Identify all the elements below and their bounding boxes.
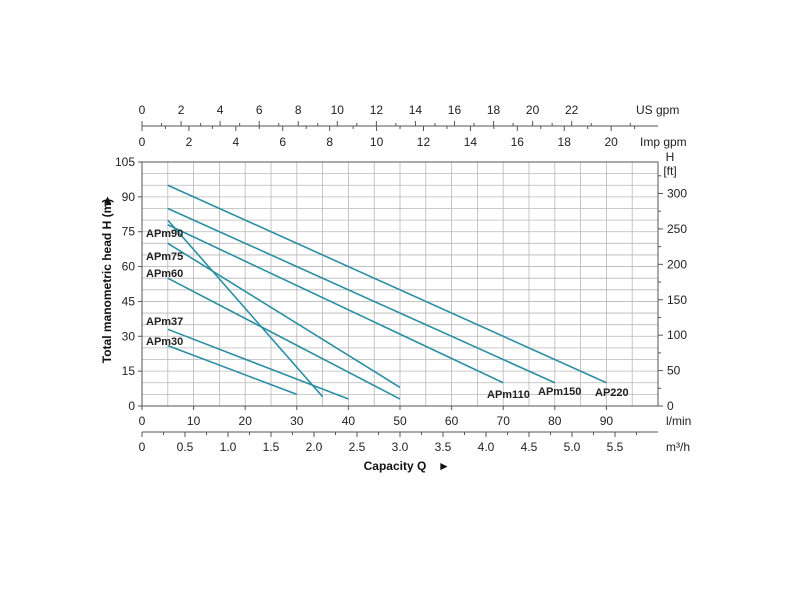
y-tick-label: 60 [122,260,136,274]
series-label-apm90: APm90 [146,228,183,240]
us-gpm-tick-label: 2 [178,103,185,117]
m3h-tick-label: 1.0 [220,440,237,454]
m3h-tick-label: 0.5 [177,440,194,454]
y-tick-label: 45 [122,294,136,308]
m3h-tick-label: 0 [139,440,146,454]
x-tick-label: 70 [497,414,511,428]
series-label-apm150: APm150 [538,386,581,398]
x-tick-label: 80 [548,414,562,428]
m3h-tick-label: 5.5 [607,440,624,454]
x-tick-label: 90 [600,414,614,428]
us-gpm-tick-label: 8 [295,103,302,117]
x-tick-label: 40 [342,414,356,428]
us-gpm-tick-label: 20 [526,103,540,117]
m3h-tick-label: 2.5 [349,440,366,454]
x-tick-label: 30 [290,414,304,428]
imp-gpm-tick-label: 6 [279,135,286,149]
imp-gpm-tick-label: 14 [464,135,478,149]
us-gpm-unit-label: US gpm [636,103,679,117]
m3h-unit-label: m³/h [666,440,690,454]
m3h-tick-label: 3.0 [392,440,409,454]
curve-apm75 [167,242,401,389]
curve-apm110 [167,224,504,384]
y-tick-label: 90 [122,190,136,204]
series-labels: APm30 APm37 APm60 APm75 APm90 APm110 APm150 AP2… [146,228,629,401]
imp-gpm-tick-label: 2 [186,135,193,149]
us-gpm-tick-label: 6 [256,103,263,117]
us-gpm-tick-label: 16 [448,103,462,117]
us-gpm-tick-label: 14 [409,103,423,117]
x-tick-label: 20 [239,414,253,428]
m3h-tick-label: 3.5 [435,440,452,454]
performance-curves [167,184,607,400]
imp-gpm-tick-label: 20 [604,135,618,149]
y-tick-label: 0 [128,399,135,413]
m3h-tick-label: 2.0 [306,440,323,454]
x-tick-label: 0 [139,414,146,428]
x-tick-label: 50 [393,414,407,428]
curve-apm90 [167,219,324,398]
ft-tick-label: 0 [667,399,674,413]
x-tick-label: 60 [445,414,459,428]
y-axis-arrow-icon: ► [100,194,114,206]
series-label-apm110: APm110 [487,389,530,401]
series-label-apm75: APm75 [146,251,183,263]
series-label-apm60: APm60 [146,268,183,280]
grid [142,162,658,406]
y-axis-title: Total manometric head H (m) [100,199,114,363]
x-axis-arrow-icon: ► [438,459,450,473]
us-gpm-tick-label: 0 [139,103,146,117]
x-tick-label: 10 [187,414,201,428]
imp-gpm-tick-label: 10 [370,135,384,149]
m3h-tick-label: 4.0 [478,440,495,454]
us-gpm-tick-label: 4 [217,103,224,117]
ft-tick-label: 250 [667,222,687,236]
ft-tick-label: 300 [667,187,687,201]
curve-apm150 [167,207,556,384]
x-unit-label: l/min [666,414,691,428]
imp-gpm-tick-label: 8 [326,135,333,149]
ft-tick-label: 50 [667,364,681,378]
ft-tick-label: 150 [667,293,687,307]
series-label-ap220: AP220 [595,387,629,399]
ft-unit-label: [ft] [663,164,676,178]
curve-apm60 [167,277,401,400]
ft-axis-title: H [666,150,675,164]
imp-gpm-tick-label: 16 [511,135,525,149]
us-gpm-tick-label: 18 [487,103,501,117]
x-axis-title: Capacity Q [364,459,427,473]
y-tick-label: 15 [122,364,136,378]
curve-apm30 [167,344,298,396]
series-label-apm37: APm37 [146,316,183,328]
curve-apm37 [167,328,349,400]
ft-tick-label: 200 [667,257,687,271]
series-label-apm30: APm30 [146,336,183,348]
imp-gpm-unit-label: Imp gpm [640,135,687,149]
m3h-tick-label: 1.5 [263,440,280,454]
imp-gpm-tick-label: 4 [232,135,239,149]
y-tick-label: 30 [122,329,136,343]
m3h-tick-label: 4.5 [521,440,538,454]
y-tick-label: 105 [115,155,135,169]
imp-gpm-tick-label: 12 [417,135,431,149]
y-tick-label: 75 [122,225,136,239]
imp-gpm-tick-label: 0 [139,135,146,149]
us-gpm-tick-label: 12 [370,103,384,117]
imp-gpm-tick-label: 18 [558,135,572,149]
us-gpm-tick-label: 22 [565,103,579,117]
axis-titles: Total manometric head H (m) ► Capacity Q… [100,194,450,473]
m3h-tick-label: 5.0 [564,440,581,454]
us-gpm-tick-label: 10 [331,103,345,117]
ft-tick-label: 100 [667,328,687,342]
curve-ap220 [167,184,607,384]
